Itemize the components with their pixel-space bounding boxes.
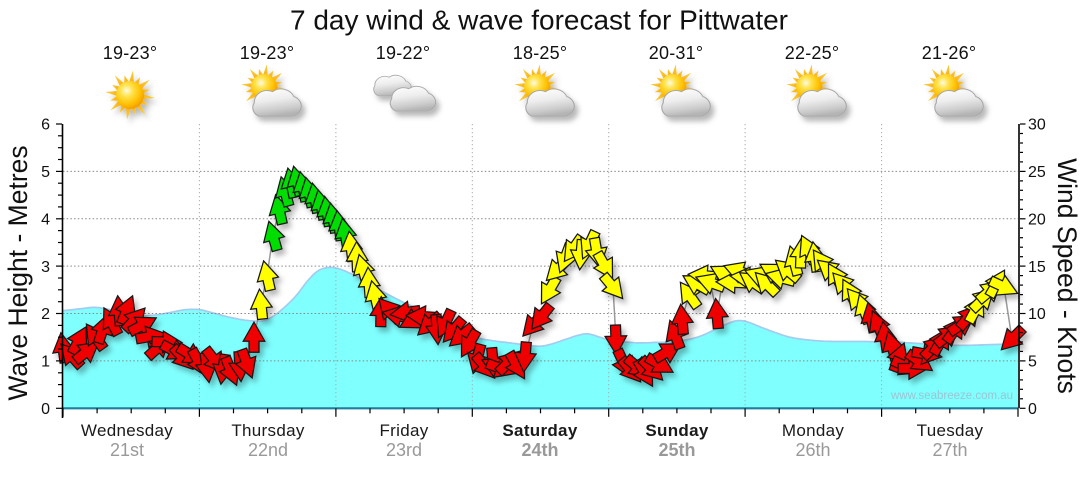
- svg-text:Wave Height - Metres: Wave Height - Metres: [3, 145, 33, 400]
- svg-text:24th: 24th: [521, 440, 558, 460]
- svg-text:20-31°: 20-31°: [649, 43, 703, 63]
- svg-text:5: 5: [41, 164, 50, 181]
- svg-text:21-26°: 21-26°: [922, 43, 976, 63]
- svg-text:27th: 27th: [932, 440, 967, 460]
- svg-text:25: 25: [1028, 164, 1046, 181]
- svg-text:Thursday: Thursday: [231, 421, 304, 440]
- svg-text:www.seabreeze.com.au: www.seabreeze.com.au: [890, 390, 1013, 402]
- svg-text:2: 2: [41, 306, 50, 323]
- svg-text:Friday: Friday: [379, 421, 428, 440]
- svg-text:30: 30: [1028, 117, 1046, 134]
- svg-text:23rd: 23rd: [386, 440, 422, 460]
- svg-text:26th: 26th: [795, 440, 830, 460]
- svg-text:Tuesday: Tuesday: [917, 421, 984, 440]
- svg-text:Wednesday: Wednesday: [81, 421, 173, 440]
- svg-text:Monday: Monday: [782, 421, 844, 440]
- svg-text:19-23°: 19-23°: [103, 43, 157, 63]
- svg-text:Wind Speed - Knots: Wind Speed - Knots: [1052, 158, 1080, 394]
- svg-text:6: 6: [41, 117, 50, 134]
- svg-text:19-23°: 19-23°: [240, 43, 294, 63]
- svg-text:10: 10: [1028, 306, 1046, 323]
- svg-text:22nd: 22nd: [248, 440, 288, 460]
- svg-text:0: 0: [1028, 401, 1037, 418]
- svg-text:20: 20: [1028, 212, 1046, 229]
- svg-text:Saturday: Saturday: [502, 421, 577, 440]
- svg-text:25th: 25th: [658, 440, 695, 460]
- svg-text:21st: 21st: [110, 440, 144, 460]
- svg-text:18-25°: 18-25°: [513, 43, 567, 63]
- svg-text:22-25°: 22-25°: [785, 43, 839, 63]
- svg-text:4: 4: [41, 212, 50, 229]
- svg-text:19-22°: 19-22°: [376, 43, 430, 63]
- svg-text:5: 5: [1028, 354, 1037, 371]
- svg-text:15: 15: [1028, 259, 1046, 276]
- svg-text:1: 1: [41, 354, 50, 371]
- svg-text:Sunday: Sunday: [645, 421, 708, 440]
- svg-text:3: 3: [41, 259, 50, 276]
- svg-text:7 day wind & wave forecast for: 7 day wind & wave forecast for Pittwater: [290, 5, 788, 36]
- svg-text:0: 0: [41, 401, 50, 418]
